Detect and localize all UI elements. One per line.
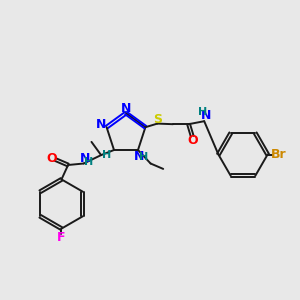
Text: H: H bbox=[198, 107, 207, 117]
Text: Br: Br bbox=[271, 148, 287, 161]
Text: S: S bbox=[153, 112, 162, 126]
Text: N: N bbox=[80, 152, 91, 165]
Text: N: N bbox=[134, 150, 144, 163]
Text: H: H bbox=[84, 157, 93, 167]
Text: N: N bbox=[121, 101, 131, 115]
Text: H: H bbox=[102, 149, 111, 160]
Text: H: H bbox=[139, 152, 148, 162]
Text: F: F bbox=[57, 231, 66, 244]
Text: O: O bbox=[46, 152, 57, 165]
Text: N: N bbox=[96, 118, 107, 131]
Text: O: O bbox=[188, 134, 198, 148]
Text: N: N bbox=[201, 109, 211, 122]
